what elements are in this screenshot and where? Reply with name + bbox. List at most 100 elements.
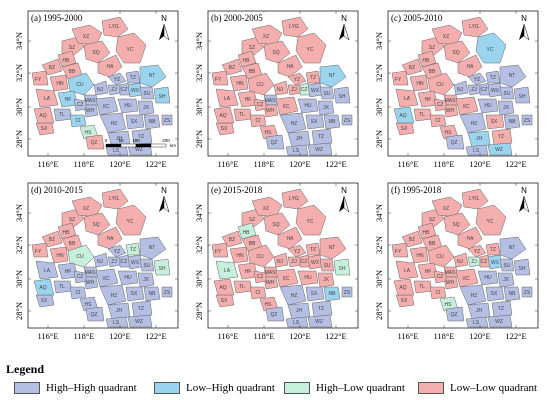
legend-swatch	[14, 382, 40, 394]
region-label: JX	[503, 277, 510, 283]
region-label: CI	[256, 118, 261, 124]
region-label: CZ	[481, 259, 488, 265]
region-aq	[213, 278, 235, 296]
region-cz	[433, 98, 447, 112]
panel-title: (b) 2000-2005	[211, 13, 263, 23]
region-nt	[319, 236, 347, 260]
region-nb	[143, 286, 161, 302]
region-sx2	[305, 114, 325, 130]
region-nj	[453, 80, 469, 96]
region-label: JX	[143, 105, 150, 111]
panel-title: (e) 2015-2018	[211, 185, 263, 195]
region-la	[35, 88, 59, 108]
region-label: BZ	[409, 65, 415, 71]
region-label: AQ	[39, 285, 46, 291]
region-label: FY	[395, 249, 402, 255]
x-tick-label: 122°E	[325, 159, 346, 169]
region-sq	[443, 212, 471, 236]
region-label: BB	[429, 241, 436, 247]
region-fy	[31, 242, 49, 258]
region-la	[395, 88, 419, 108]
region-tz2	[491, 128, 513, 146]
region-label: SZ	[69, 217, 75, 223]
region-hn	[229, 246, 249, 264]
y-tick-label: 34°N	[374, 204, 384, 222]
region-label: YC	[127, 47, 134, 53]
map-panel: YC SZ HB XZ SQ LYG BZ FY HN BB HA LA CU SX HF MAS WH AQ TL…	[188, 180, 360, 343]
y-tick-label: 28°N	[14, 302, 24, 320]
region-label: HA	[107, 64, 115, 70]
region-nt	[499, 64, 527, 88]
y-tick-label: 28°N	[14, 130, 24, 148]
region-sh	[513, 86, 531, 104]
y-tick-label: 34°N	[374, 32, 384, 50]
region-jx	[497, 100, 515, 116]
region-label: XZ	[263, 206, 269, 212]
region-label: SQ	[92, 50, 99, 56]
region-label: SX	[41, 126, 48, 132]
region-label: SU	[324, 263, 331, 269]
legend-item: High–Low quadrant	[284, 380, 405, 396]
region-label: BB	[69, 241, 76, 247]
region-label: NJ	[457, 259, 464, 265]
region-label: CZ	[437, 102, 444, 108]
region-hu	[477, 98, 499, 114]
scale-unit: km	[170, 143, 176, 148]
north-arrow-icon	[159, 196, 164, 212]
north-arrow-icon	[343, 23, 350, 41]
region-hb	[417, 50, 437, 68]
region-yc	[295, 32, 327, 64]
map-svg: YC SZ HB XZ SQ LYG BZ FY HN BB HA LA CU SX HF MAS WH AQ TL…	[374, 10, 539, 169]
region-label: YZ	[114, 249, 120, 255]
region-label: ZS	[344, 118, 351, 124]
region-zs	[341, 286, 353, 298]
x-tick-label: 116°E	[37, 331, 58, 341]
region-label: SQ	[452, 50, 459, 56]
y-tick-label: 32°N	[14, 64, 24, 82]
region-label: LA	[404, 96, 411, 102]
region-wh	[83, 104, 99, 118]
region-su	[139, 258, 155, 272]
north-arrow-icon	[343, 195, 350, 213]
region-yz	[287, 72, 307, 86]
map-panel: YC SZ HB XZ SQ LYG BZ FY HN BB HA LA CU SX HF MAS WH AQ TL…	[8, 180, 180, 343]
region-label: WH	[86, 108, 95, 114]
y-tick-label: 32°N	[194, 64, 204, 82]
region-label: CZ	[437, 274, 444, 280]
region-yz	[107, 244, 127, 258]
legend-label: Low–Low quadrant	[450, 382, 538, 394]
map-svg: YC SZ HB XZ SQ LYG BZ FY HN BB HA LA CU SX HF MAS WH AQ TL…	[194, 10, 359, 169]
region-label: TL	[239, 112, 245, 118]
region-label: LS	[293, 148, 300, 154]
region-aq	[33, 278, 55, 296]
region-label: HU	[124, 103, 132, 109]
legend-label: High–High quadrant	[46, 382, 137, 394]
north-arrow-icon	[519, 24, 524, 40]
region-label: WZ	[135, 147, 143, 153]
legend-item: Low–High quadrant	[154, 380, 275, 396]
scale-tick-label: 200	[162, 138, 170, 143]
region-jx	[317, 100, 335, 116]
region-label: TZ	[310, 247, 316, 253]
region-label: JH	[476, 136, 483, 142]
map-panel: YC SZ HB XZ SQ LYG BZ FY HN BB HA LA CU SX HF MAS WH AQ TL…	[368, 180, 540, 343]
region-label: MAS	[445, 98, 457, 104]
region-label: AQ	[399, 285, 406, 291]
region-jx	[497, 272, 515, 288]
region-label: BZ	[409, 237, 415, 243]
region-label: NB	[509, 119, 517, 125]
map-panel: YC SZ HB XZ SQ LYG BZ FY HN BB HA LA CU SX HF MAS WH AQ TL…	[368, 8, 540, 171]
region-xc	[275, 268, 299, 288]
region-label: BZ	[229, 65, 235, 71]
region-hu	[297, 270, 319, 286]
north-label: N	[521, 14, 527, 23]
region-hz	[279, 112, 307, 134]
region-label: CZ	[121, 259, 128, 265]
region-label: XC	[103, 104, 110, 110]
legend-row: High–High quadrant Low–High quadrant High–…	[14, 380, 544, 396]
x-tick-label: 120°E	[289, 159, 310, 169]
region-cz	[253, 270, 267, 284]
region-label: CZ	[481, 87, 488, 93]
region-nb	[503, 114, 521, 130]
region-ci	[249, 286, 267, 300]
